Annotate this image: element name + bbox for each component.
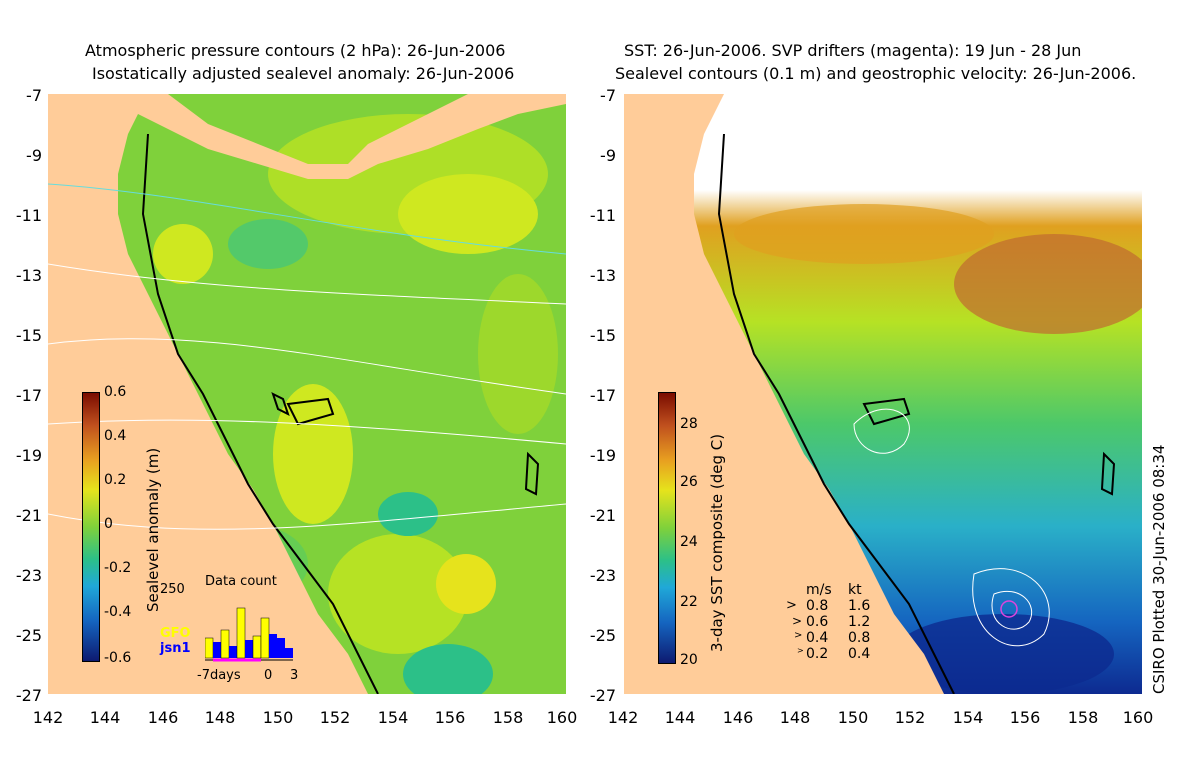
velocity-legend-ms: 0.4 — [806, 630, 829, 646]
lat-tick: -23 — [15, 566, 42, 585]
velocity-legend-kt: 0.8 — [848, 630, 871, 646]
lon-tick: 150 — [837, 708, 869, 727]
days-axis-zero: 0 — [264, 668, 273, 683]
lat-tick: -13 — [589, 266, 616, 285]
lon-tick: 144 — [664, 708, 696, 727]
colorbar-tick: 0.2 — [104, 472, 127, 488]
left-title-line1: Atmospheric pressure contours (2 hPa): 2… — [85, 41, 506, 60]
velocity-arrow-icon: > — [786, 598, 797, 613]
colorbar-tick: 26 — [680, 474, 698, 490]
velocity-arrow-icon: > — [792, 614, 803, 628]
lon-tick: 158 — [492, 708, 524, 727]
velocity-arrow-icon: > — [797, 646, 804, 655]
satellite-gfo-label: GFO — [160, 626, 191, 641]
colorbar-tick: 28 — [680, 416, 698, 432]
days-axis-end: 3 — [290, 668, 299, 683]
sst-colorbar-label: 3-day SST composite (deg C) — [708, 433, 726, 652]
lon-tick: 150 — [262, 708, 294, 727]
lat-tick: -15 — [15, 326, 42, 345]
colorbar-tick: 0.4 — [104, 428, 127, 444]
colorbar-tick: 24 — [680, 534, 698, 550]
lat-tick: -25 — [589, 626, 616, 645]
lat-tick: -21 — [589, 506, 616, 525]
days-axis-start: -7days — [197, 668, 241, 683]
lon-tick: 154 — [377, 708, 409, 727]
right-title-line2: Sealevel contours (0.1 m) and geostrophi… — [615, 64, 1137, 83]
lon-tick: 158 — [1067, 708, 1099, 727]
lat-tick: -11 — [589, 206, 616, 225]
lat-tick: -7 — [26, 86, 42, 105]
plot-credit: CSIRO Plotted 30-Jun-2006 08:34 — [1150, 444, 1168, 694]
left-title-line2: Isostatically adjusted sealevel anomaly:… — [92, 64, 515, 83]
lat-tick: -19 — [15, 446, 42, 465]
lon-tick: 152 — [894, 708, 926, 727]
lon-tick: 154 — [952, 708, 984, 727]
lat-tick: -21 — [15, 506, 42, 525]
lat-tick: -11 — [15, 206, 42, 225]
lat-tick: -9 — [26, 146, 42, 165]
lat-tick: -27 — [589, 686, 616, 705]
colorbar-tick: -0.6 — [104, 650, 132, 666]
colorbar-tick: -0.4 — [104, 604, 132, 620]
data-count-histogram — [205, 607, 293, 662]
colorbar-tick: -0.2 — [104, 560, 132, 576]
lat-tick: -15 — [589, 326, 616, 345]
sealevel-anomaly-map — [48, 94, 566, 694]
lat-tick: -25 — [15, 626, 42, 645]
satellite-jsn1-label: jsn1 — [160, 641, 191, 656]
lon-tick: 146 — [147, 708, 179, 727]
velocity-legend-kt-header: kt — [848, 582, 862, 598]
lat-tick: -19 — [589, 446, 616, 465]
lat-tick: -23 — [589, 566, 616, 585]
colorbar-tick: 20 — [680, 652, 698, 668]
velocity-legend-kt: 1.2 — [848, 614, 871, 630]
velocity-legend-ms: 0.6 — [806, 614, 829, 630]
velocity-legend-ms-header: m/s — [806, 582, 832, 598]
sst-map — [624, 94, 1142, 694]
lon-tick: 160 — [1122, 708, 1154, 727]
lon-tick: 142 — [32, 708, 64, 727]
velocity-legend-kt: 0.4 — [848, 646, 871, 662]
velocity-arrow-icon: > — [794, 630, 803, 641]
lon-tick: 152 — [319, 708, 351, 727]
sealevel-colorbar — [82, 392, 100, 662]
lat-tick: -9 — [600, 146, 616, 165]
lon-tick: 144 — [89, 708, 121, 727]
lat-tick: -13 — [15, 266, 42, 285]
lat-tick: -7 — [600, 86, 616, 105]
lon-tick: 156 — [1009, 708, 1041, 727]
velocity-legend-ms: 0.8 — [806, 598, 829, 614]
right-title-line1: SST: 26-Jun-2006. SVP drifters (magenta)… — [624, 41, 1082, 60]
lon-tick: 148 — [779, 708, 811, 727]
colorbar-tick: 22 — [680, 594, 698, 610]
lon-tick: 160 — [546, 708, 578, 727]
lon-tick: 142 — [607, 708, 639, 727]
colorbar-tick: 0.6 — [104, 384, 127, 400]
velocity-legend-kt: 1.6 — [848, 598, 871, 614]
lat-tick: -27 — [15, 686, 42, 705]
sst-colorbar — [658, 392, 676, 664]
lon-tick: 148 — [204, 708, 236, 727]
data-count-max: 250 — [160, 582, 185, 597]
lat-tick: -17 — [15, 386, 42, 405]
data-count-title: Data count — [205, 574, 277, 589]
lon-tick: 156 — [434, 708, 466, 727]
velocity-legend-ms: 0.2 — [806, 646, 829, 662]
lon-tick: 146 — [722, 708, 754, 727]
colorbar-tick: 0 — [104, 516, 113, 532]
lat-tick: -17 — [589, 386, 616, 405]
